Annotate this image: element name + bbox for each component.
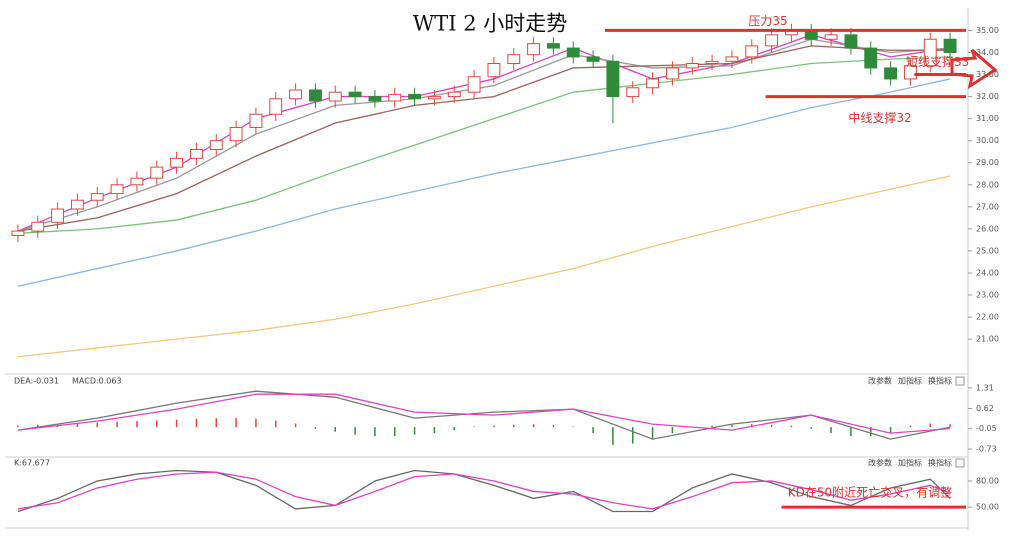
candle-body	[249, 113, 263, 128]
button: 加指标	[898, 458, 922, 468]
candle-body	[943, 38, 957, 53]
candle-body	[606, 60, 620, 98]
y-tick-label: 28.00	[976, 180, 999, 189]
candle-body	[844, 34, 858, 49]
candle-body	[170, 157, 184, 168]
button: 改参数	[868, 458, 892, 468]
candle-body	[388, 93, 402, 102]
candle-body	[328, 91, 342, 102]
y-tick-label: 26.00	[976, 224, 999, 233]
candle-body	[665, 67, 679, 80]
candle-body	[685, 63, 699, 69]
y-tick-label: 25.00	[976, 246, 999, 255]
candle-body	[368, 96, 382, 102]
candle-body	[289, 89, 303, 100]
y-tick-label: 23.00	[976, 291, 999, 300]
annotation: KD在50附近死亡交叉，有调整	[788, 485, 952, 500]
candle-body	[903, 65, 917, 80]
y-tick-label: 32.00	[976, 92, 999, 101]
line	[17, 78, 951, 287]
candle-body	[110, 184, 124, 195]
candle-body	[765, 34, 779, 47]
candle-body	[447, 91, 461, 98]
candle-body	[725, 56, 739, 62]
candle-body	[31, 221, 45, 232]
candle-body	[884, 67, 898, 80]
candle-body	[824, 34, 838, 40]
candle-body	[229, 126, 243, 142]
line	[17, 56, 951, 234]
indicator-label: K:67.677	[14, 459, 50, 468]
button: 换指标	[928, 458, 952, 468]
candle-body	[90, 193, 104, 201]
candle-body	[527, 43, 541, 56]
candle-body	[923, 38, 937, 67]
line	[17, 469, 951, 513]
y-tick-label: 34.00	[976, 48, 999, 57]
candle-body	[348, 91, 362, 98]
candle-body	[308, 89, 322, 102]
candle-body	[507, 54, 521, 65]
candle-body	[189, 149, 203, 159]
y-tick-label: 27.00	[976, 202, 999, 211]
annotation: 压力35	[748, 14, 787, 28]
y-tick-label: 22.00	[976, 313, 999, 322]
close-button	[955, 458, 965, 468]
candle-body	[864, 47, 878, 69]
candle-body	[11, 230, 25, 236]
line	[17, 45, 951, 232]
y-tick-label: -0.73	[976, 445, 997, 454]
annotation: 短线支撑33	[906, 54, 969, 69]
button: 换指标	[928, 376, 952, 386]
close-button	[955, 376, 965, 386]
candle-body	[427, 96, 441, 100]
button: 改参数	[868, 376, 892, 386]
y-tick-label: 33.00	[976, 70, 999, 79]
candle-body	[487, 63, 501, 78]
candle-body	[745, 45, 759, 58]
y-tick-label: 24.00	[976, 268, 999, 277]
indicator-label: DEA:-0.031	[14, 377, 59, 386]
candle-body	[467, 76, 481, 93]
line	[17, 471, 951, 510]
y-tick-label: 1.31	[976, 383, 994, 392]
indicator-label: MACD:0.063	[72, 377, 122, 386]
line	[17, 175, 951, 358]
candle-body	[546, 43, 560, 49]
line	[17, 393, 951, 434]
y-tick-label: 21.00	[976, 335, 999, 344]
chart-title: WTI 2 小时走势	[413, 12, 568, 36]
candle-body	[269, 98, 283, 115]
candle-body	[70, 199, 84, 210]
candle-body	[51, 208, 65, 223]
y-tick-label: 50.00	[976, 503, 999, 512]
candle-body	[566, 47, 580, 58]
candle-body	[626, 87, 640, 98]
y-tick-label: 30.00	[976, 136, 999, 145]
y-tick-label: 31.00	[976, 114, 999, 123]
candle-body	[586, 56, 600, 62]
y-tick-label: 29.00	[976, 158, 999, 167]
candle-body	[408, 93, 422, 100]
button: 加指标	[898, 376, 922, 386]
y-tick-label: -0.05	[976, 424, 997, 433]
candle-body	[130, 177, 144, 186]
candle-body	[705, 60, 719, 65]
annotation: 中线支撑32	[848, 110, 911, 125]
y-tick-label: 0.62	[976, 404, 994, 413]
y-tick-label: 35.00	[976, 26, 999, 35]
candle-body	[150, 166, 164, 179]
candle-body	[209, 140, 223, 151]
y-tick-label: 80.00	[976, 476, 999, 485]
candle-body	[646, 78, 660, 89]
